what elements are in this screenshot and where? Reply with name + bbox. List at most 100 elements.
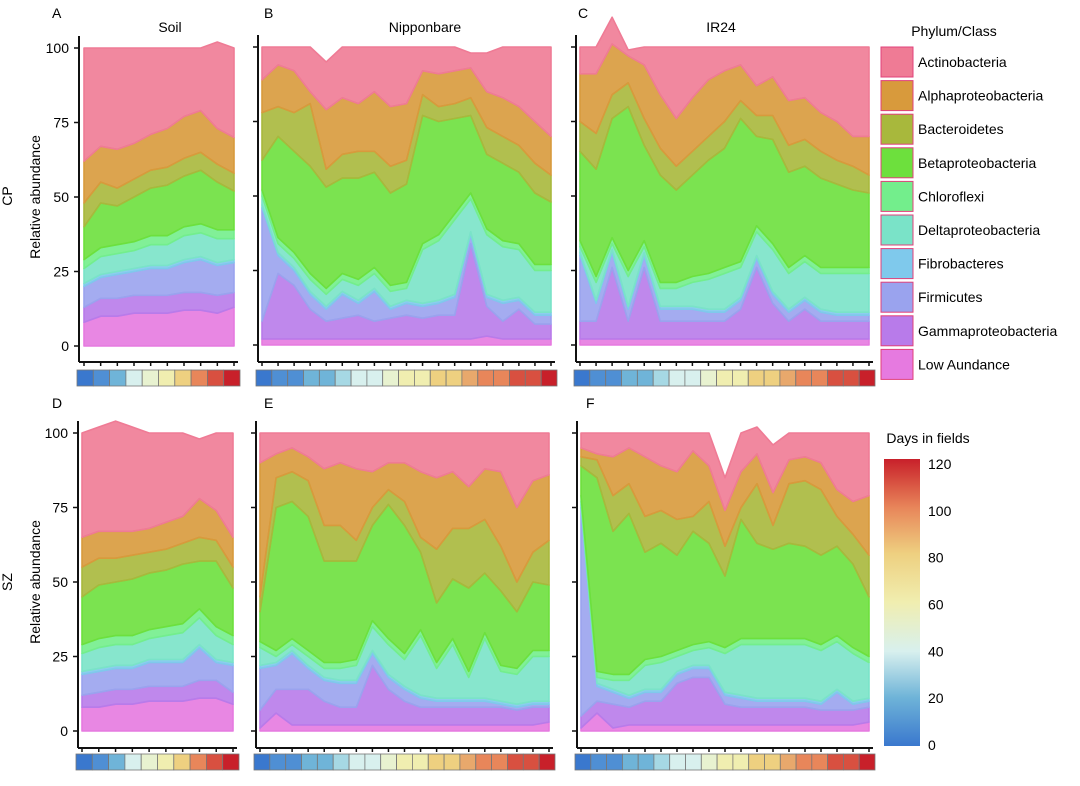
day-strip-cell (827, 753, 844, 771)
day-strip-cell (811, 753, 828, 771)
legend: Phylum/Class Actinobacteria Alphaproteoba… (880, 23, 1058, 380)
day-strip-cell (795, 753, 813, 771)
day-strip-cell (637, 753, 655, 771)
day-strip-cell (668, 369, 686, 387)
day-strip-cell (382, 369, 399, 387)
day-strip-cell (380, 753, 397, 771)
day-strip-cell (366, 369, 384, 387)
legend-title: Phylum/Class (911, 23, 997, 39)
legend-swatch (880, 80, 914, 112)
day-strip-cell (589, 369, 606, 387)
area-actinobacteria (261, 46, 552, 138)
day-strip-cell (445, 369, 463, 387)
area-actinobacteria (580, 426, 870, 512)
y-axis-label: Relative abundance (27, 520, 43, 644)
panel-b: B Nipponbare (253, 5, 558, 387)
day-strip-cell (684, 369, 702, 387)
day-strip-cell (795, 369, 812, 387)
day-strip-cell (732, 753, 750, 771)
day-strip-cell (76, 369, 94, 387)
legend-label: Deltaproteobacteria (918, 222, 1040, 238)
day-strip-cell (75, 753, 93, 771)
day-strip-cell (475, 753, 492, 771)
panel-f: F (572, 395, 876, 771)
legend-swatch (880, 46, 914, 78)
y-tick-label: 75 (52, 500, 68, 516)
day-strip-cell (524, 369, 542, 387)
y-tick-label: 25 (52, 649, 68, 665)
day-strip-cell (332, 753, 350, 771)
day-strip-cell (318, 369, 336, 387)
day-strip-cell (606, 753, 623, 771)
day-strip-cell (493, 369, 510, 387)
day-strip-cell (443, 753, 461, 771)
panel-c: C IR24 (571, 5, 876, 387)
y-tick-label: 50 (52, 574, 68, 590)
day-strip-cell (108, 753, 126, 771)
panel-title: Soil (158, 19, 181, 35)
day-strip-cell (491, 753, 508, 771)
day-strip-cell (573, 369, 591, 387)
panel-e: E (251, 395, 556, 771)
day-strip-cell (350, 369, 368, 387)
day-strip-cell (140, 753, 158, 771)
y-tick-label: 50 (53, 189, 69, 205)
day-strip-cell (459, 753, 477, 771)
day-strip-cell (605, 369, 622, 387)
legend-swatch (880, 113, 914, 145)
legend-label: Low Aundance (918, 356, 1010, 372)
area-actinobacteria (579, 16, 870, 138)
day-strip-cell (396, 753, 413, 771)
panel-a: A Soil Relative abundance 0 25 50 75 100 (27, 5, 241, 387)
colorbar-tick-label: 100 (928, 503, 952, 519)
day-strip-cell (190, 369, 208, 387)
day-strip-cell (189, 753, 207, 771)
day-strip-cell (747, 369, 765, 387)
day-strip-cell (700, 753, 718, 771)
day-strip-cell (205, 753, 224, 771)
day-strip-cell (538, 753, 556, 771)
legend-swatch (880, 147, 914, 179)
y-tick-label: 0 (61, 338, 69, 354)
day-strip-cell (271, 369, 288, 387)
legend-label: Chloroflexi (918, 188, 984, 204)
y-tick-label: 100 (45, 425, 69, 441)
day-strip-cell (173, 753, 191, 771)
day-strip-cell (858, 369, 876, 387)
day-strip-cell (763, 369, 781, 387)
day-strip-cell (429, 369, 447, 387)
legend-swatch (880, 248, 914, 280)
colorbar-tick-label: 40 (928, 643, 944, 659)
area-low-aundance (579, 338, 870, 346)
day-strip-cell (141, 369, 159, 387)
panel-letter: C (578, 5, 588, 21)
day-strip-cell (413, 369, 431, 387)
legend-label: Actinobacteria (918, 54, 1007, 70)
legend-label: Firmicutes (918, 289, 983, 305)
panel-title: IR24 (706, 19, 736, 35)
day-strip-cell (92, 369, 111, 387)
day-strip-cell (109, 369, 127, 387)
legend-label: Fibrobacteres (918, 256, 1004, 272)
legend-label: Betaproteobacteria (918, 155, 1037, 171)
colorbar-tick-label: 120 (928, 456, 952, 472)
day-strip-cell (779, 369, 797, 387)
day-strip-cell (652, 369, 670, 387)
day-strip-cell (827, 369, 844, 387)
day-strip-cell (287, 369, 304, 387)
day-strip-cell (206, 369, 225, 387)
legend-swatch (880, 315, 914, 347)
day-strip-cell (716, 753, 734, 771)
day-strip-cell (574, 753, 592, 771)
day-strip-cell (732, 369, 749, 387)
day-strip-cell (685, 753, 702, 771)
day-strip-cell (653, 753, 671, 771)
area-actinobacteria (83, 41, 235, 162)
row-label-cp: CP (0, 186, 15, 205)
day-strip-cell (669, 753, 686, 771)
y-tick-label: 25 (53, 264, 69, 280)
day-strip-cell (540, 369, 558, 387)
day-strip-cell (507, 753, 524, 771)
day-strip-cell (637, 369, 654, 387)
day-strip-cell (427, 753, 445, 771)
